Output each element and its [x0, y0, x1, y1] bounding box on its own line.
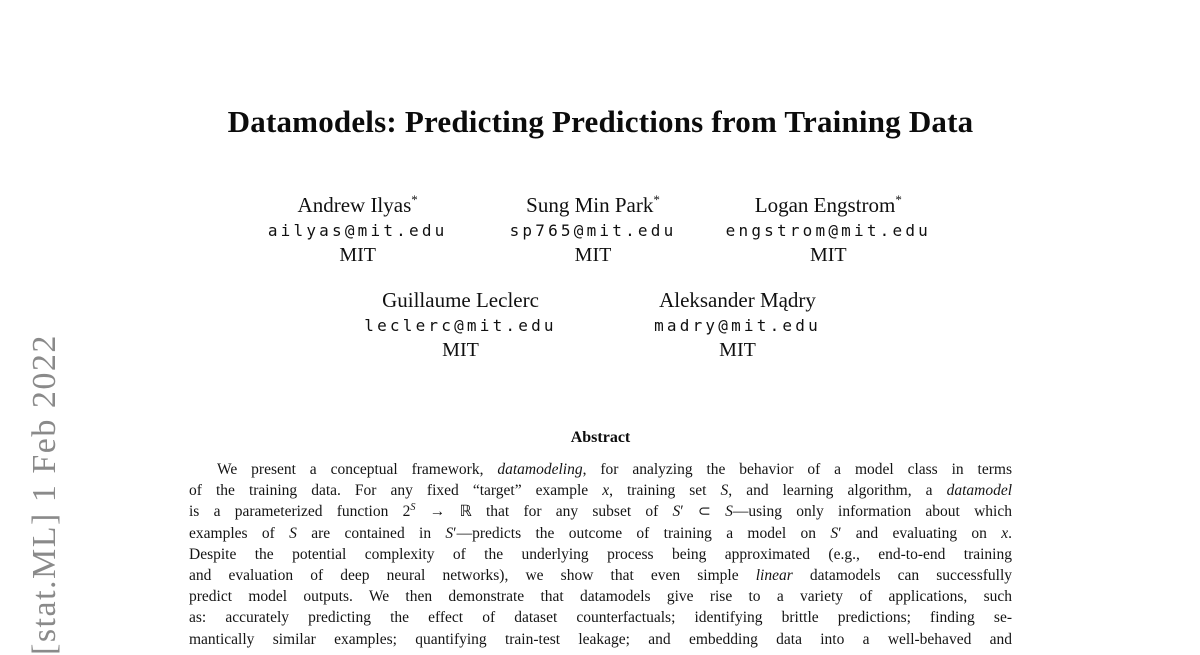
author-affiliation: MIT	[442, 339, 479, 361]
authors-row-2: Guillaume Leclerc leclerc@mit.edu MIT Al…	[322, 282, 876, 363]
author-email: leclerc@mit.edu	[364, 316, 557, 335]
author-affiliation: MIT	[809, 244, 847, 266]
author-email: ailyas@mit.edu	[267, 221, 448, 240]
abstract-line: and evaluation of deep neural networks),…	[189, 566, 1013, 584]
author-name: Andrew Ilyas*	[297, 192, 418, 217]
abstract-line: examples of S are contained in S′—predic…	[189, 524, 1012, 542]
author-affiliation: MIT	[574, 244, 612, 266]
authors-row-1: Andrew Ilyas* ailyas@mit.edu MIT Sung Mi…	[240, 187, 946, 268]
abstract-line: mantically similar examples; quantifying…	[189, 630, 1012, 648]
abstract-line: is a parameterized function 2S → ℝ that …	[189, 502, 1012, 521]
abstract-line: We present a conceptual framework, datam…	[217, 461, 1012, 478]
abstract-body: We present a conceptual framework, datam…	[189, 459, 1012, 650]
author-affiliation: MIT	[339, 244, 376, 266]
abstract-heading: Abstract	[570, 429, 631, 446]
author-card: Sung Min Park* sp765@mit.edu MIT	[475, 187, 710, 268]
paper-title: Datamodels: Predicting Predictions from …	[227, 104, 974, 139]
author-card: Andrew Ilyas* ailyas@mit.edu MIT	[240, 187, 475, 268]
author-name: Aleksander Mądry	[659, 288, 816, 312]
arxiv-watermark: [stat.ML] 1 Feb 2022	[26, 334, 63, 655]
author-mark: *	[895, 192, 902, 207]
author-email: engstrom@mit.edu	[725, 221, 931, 240]
author-affiliation: MIT	[719, 339, 756, 361]
abstract-line: predict model outputs. We then demonstra…	[189, 588, 1012, 606]
author-name: Sung Min Park*	[526, 192, 660, 217]
abstract-line: Despite the potential complexity of the …	[189, 545, 1012, 563]
author-email: madry@mit.edu	[654, 316, 821, 335]
author-card: Aleksander Mądry madry@mit.edu MIT	[599, 282, 876, 363]
author-name: Guillaume Leclerc	[382, 288, 539, 312]
abstract-line: of the training data. For any fixed “tar…	[189, 482, 1013, 500]
abstract-line: as: accurately predicting the effect of …	[189, 609, 1012, 627]
author-name: Logan Engstrom*	[754, 192, 902, 217]
author-mark: *	[411, 192, 418, 207]
author-card: Logan Engstrom* engstrom@mit.edu MIT	[711, 187, 946, 268]
author-mark: *	[653, 192, 660, 207]
author-card: Guillaume Leclerc leclerc@mit.edu MIT	[322, 282, 599, 363]
author-email: sp765@mit.edu	[509, 221, 677, 240]
